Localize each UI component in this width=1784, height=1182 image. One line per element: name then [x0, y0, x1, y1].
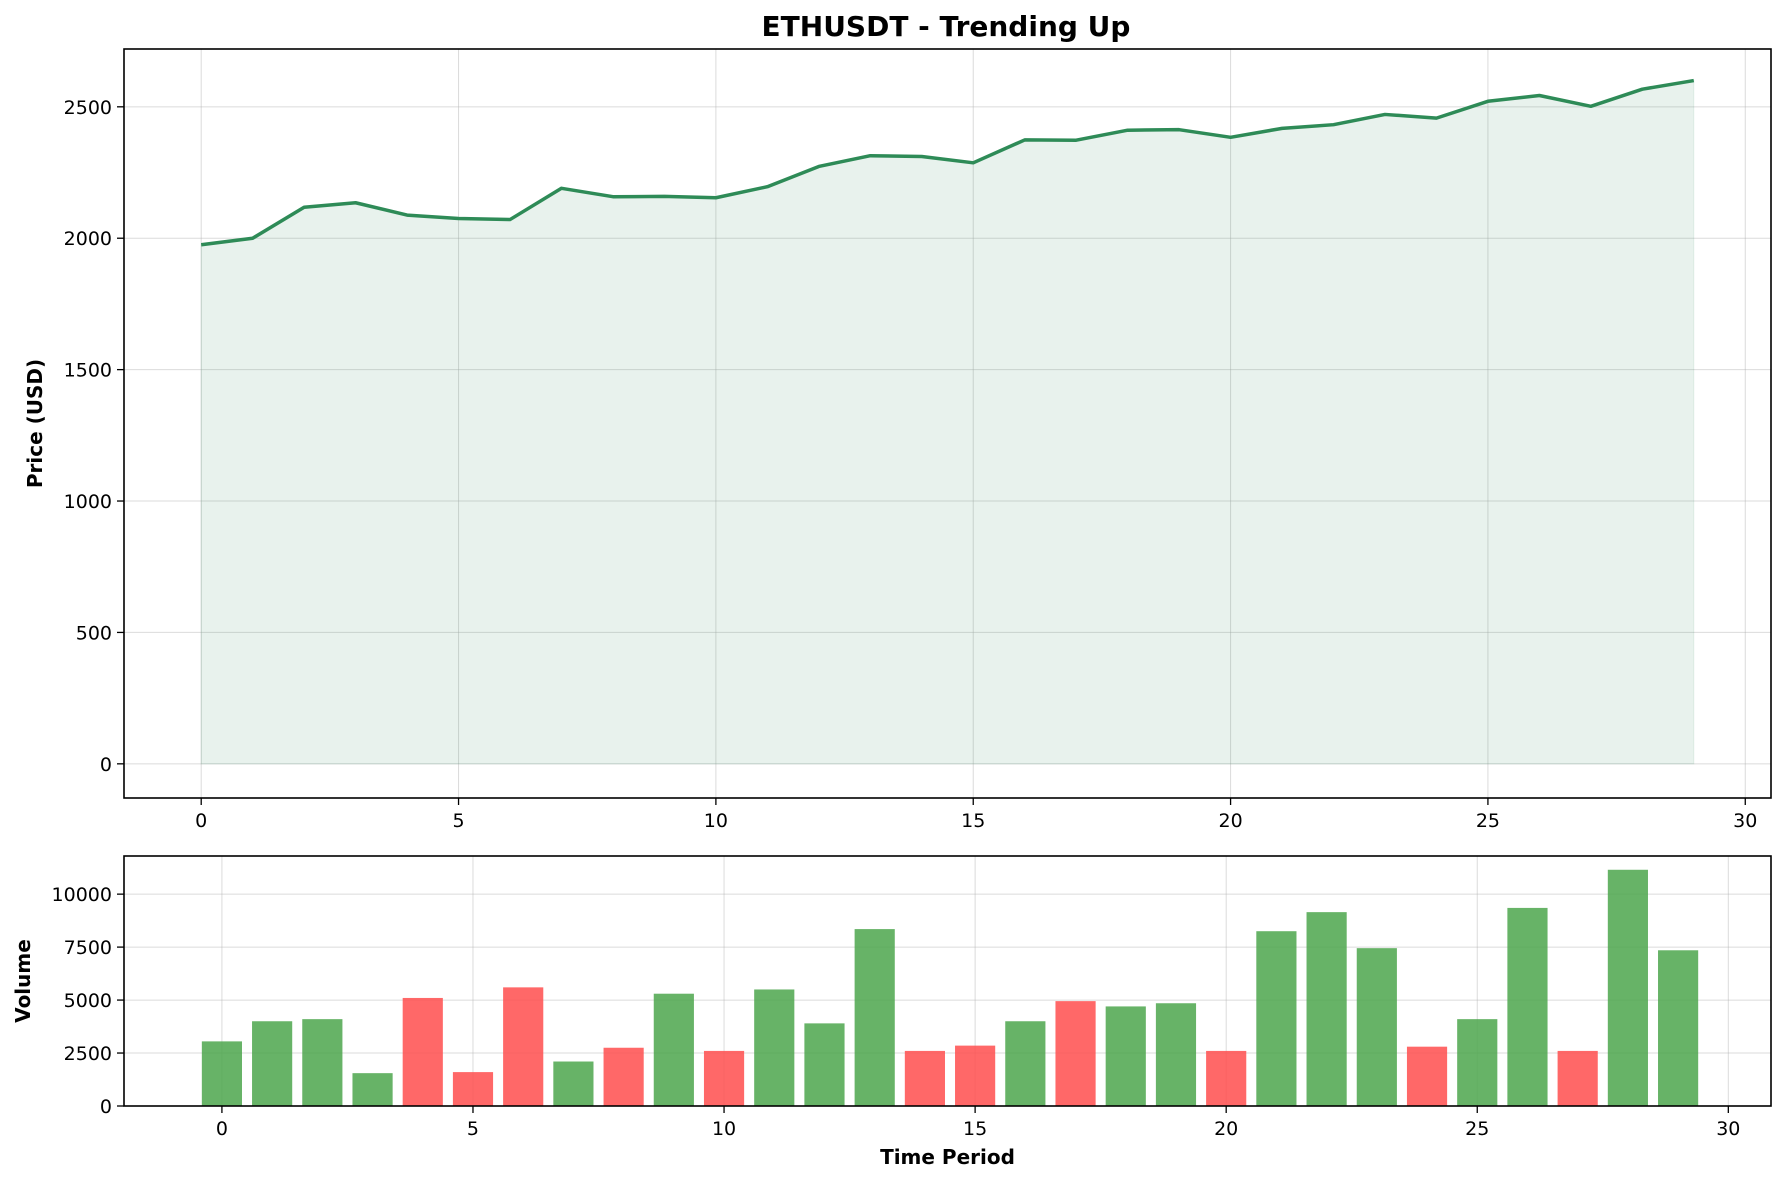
volume-x-tick-label: 25 [1465, 1118, 1489, 1140]
price-x-tick-label: 15 [961, 810, 985, 832]
volume-bar-up [653, 993, 694, 1106]
volume-bar-down [703, 1050, 745, 1106]
price-y-ticks: 0 500 1000 1500 2000 2500 [64, 97, 124, 776]
volume-x-tick-label: 15 [963, 1118, 987, 1140]
volume-bar-down [1055, 1001, 1096, 1106]
volume-y-tick-label: 0 [100, 1096, 112, 1118]
volume-x-tick-label: 10 [712, 1118, 736, 1140]
volume-bar-up [854, 929, 895, 1106]
volume-x-tick-label: 0 [216, 1118, 228, 1140]
volume-x-tick-label: 30 [1716, 1118, 1740, 1140]
volume-bar-up [1507, 907, 1548, 1106]
volume-bar-up [1607, 869, 1648, 1106]
price-y-axis-label: Price (USD) [23, 359, 47, 488]
price-y-tick-label: 1500 [64, 360, 112, 382]
price-y-tick-label: 500 [76, 622, 112, 644]
volume-y-tick-label: 2500 [64, 1043, 112, 1065]
price-chart-panel: ETHUSDT - Trending Up 0 5 10 15 20 25 30 0 500 1… [23, 10, 1772, 832]
price-area-fill [200, 79, 1695, 765]
volume-bar-up [302, 1019, 343, 1106]
volume-bar-up [1005, 1021, 1046, 1106]
price-x-tick-label: 20 [1218, 810, 1242, 832]
price-y-tick-label: 2500 [64, 97, 112, 119]
price-grid [124, 49, 1771, 798]
volume-bar-up [754, 989, 795, 1106]
volume-bar-up [352, 1073, 393, 1106]
price-plot-frame [123, 48, 1772, 799]
volume-x-tick-label: 5 [467, 1118, 479, 1140]
price-x-tick-label: 30 [1733, 810, 1757, 832]
price-x-tick-label: 0 [195, 810, 207, 832]
price-x-tick-label: 5 [453, 810, 465, 832]
volume-x-tick-label: 20 [1214, 1118, 1238, 1140]
volume-bar-down [1557, 1050, 1598, 1106]
price-y-tick-label: 2000 [64, 228, 112, 250]
volume-bar-up [1306, 912, 1347, 1106]
price-x-tick-label: 10 [704, 810, 728, 832]
volume-bar-down [904, 1050, 945, 1106]
volume-x-ticks: 0 5 10 15 20 25 30 [216, 1106, 1740, 1140]
volume-bar-down [955, 1045, 996, 1106]
volume-plot-frame [123, 855, 1772, 1107]
volume-bar-up [1457, 1019, 1498, 1106]
volume-bar-down [503, 987, 544, 1106]
price-x-ticks: 0 5 10 15 20 25 30 [195, 798, 1757, 832]
volume-bar-up [553, 1061, 594, 1106]
volume-bar-up [1256, 931, 1297, 1106]
volume-y-tick-label: 5000 [64, 990, 112, 1012]
volume-y-tick-label: 10000 [52, 884, 112, 906]
price-y-tick-label: 1000 [64, 491, 112, 513]
volume-bar-up [1105, 1006, 1146, 1106]
volume-bar-down [1206, 1050, 1247, 1106]
price-line [200, 78, 1695, 247]
volume-bar-up [1658, 950, 1699, 1106]
volume-bar-up [804, 1023, 845, 1106]
volume-chart-panel: 0 5 10 15 20 25 30 0 2500 5000 7500 10000 Volume T… [11, 855, 1772, 1169]
volume-bar-down [452, 1072, 494, 1106]
volume-y-axis-label: Volume [11, 939, 35, 1023]
volume-bar-down [1406, 1046, 1448, 1106]
price-x-tick-label: 25 [1476, 810, 1500, 832]
volume-y-tick-label: 7500 [64, 937, 112, 959]
volume-bars [201, 869, 1699, 1106]
volume-bar-down [402, 997, 443, 1106]
volume-bar-up [1356, 948, 1397, 1106]
volume-bar-up [201, 1041, 242, 1106]
price-y-tick-label: 0 [100, 754, 112, 776]
volume-bar-up [1155, 1003, 1197, 1106]
volume-x-axis-label: Time Period [880, 1145, 1015, 1169]
volume-y-ticks: 0 2500 5000 7500 10000 [52, 884, 124, 1118]
volume-bar-down [603, 1047, 644, 1106]
chart-title: ETHUSDT - Trending Up [762, 10, 1131, 43]
volume-bar-up [252, 1021, 293, 1106]
